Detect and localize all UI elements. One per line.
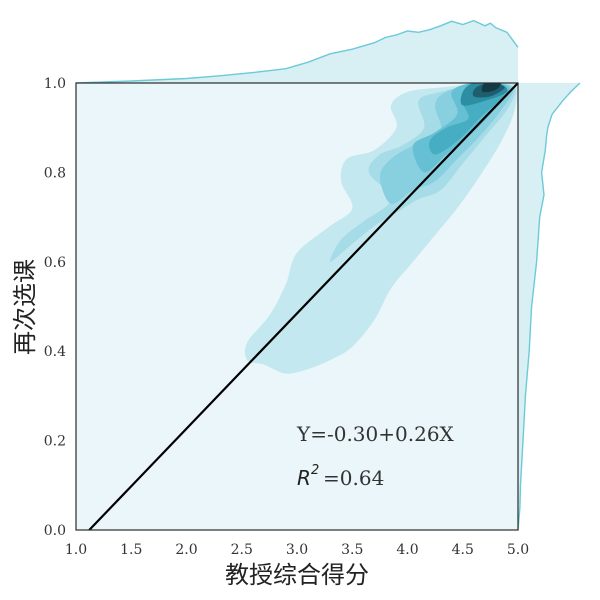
x-tick-labels: 1.0 1.5 2.0 2.5 3.0 3.5 4.0 4.5 5.0: [65, 542, 529, 558]
marginal-y-group: [517, 82, 581, 531]
r-squared-value: =0.64: [323, 466, 384, 490]
density-contour-level-5: [429, 83, 505, 155]
x-tick-label: 5.0: [507, 542, 529, 558]
y-tick-label: 0.4: [44, 344, 66, 360]
x-tick-label: 2.0: [175, 542, 197, 558]
regression-line: [88, 82, 519, 531]
marginal-x-curve: [75, 19, 519, 84]
x-tick-label: 2.5: [231, 542, 253, 558]
plot-frame: [75, 82, 519, 531]
y-tick-label: 0.6: [44, 255, 66, 271]
y-tick-label: 1.0: [44, 76, 66, 92]
y-tick-label: 0.0: [44, 523, 66, 539]
r-squared-symbol: R: [297, 466, 311, 490]
y-tick-label: 0.2: [44, 434, 66, 450]
y-axis-label: 再次选课: [11, 259, 39, 355]
x-tick-label: 1.0: [65, 542, 87, 558]
x-tick-label: 3.5: [341, 542, 363, 558]
marginal-y-fill: [518, 83, 580, 530]
x-tick-label: 3.0: [286, 542, 308, 558]
x-tick-label: 1.5: [120, 542, 142, 558]
r-squared-annotation: R 2 =0.64: [297, 463, 384, 490]
regression-equation: Y=-0.30+0.26X: [296, 422, 455, 446]
x-tick-label: 4.5: [452, 542, 474, 558]
y-tick-labels: 0.0 0.2 0.4 0.6 0.8 1.0: [44, 76, 66, 539]
density-contour-level-8: [481, 83, 501, 93]
marginal-y-curve: [517, 82, 581, 531]
marginal-x-fill: [76, 20, 518, 84]
marginal-x-group: [75, 19, 519, 84]
x-tick-label: 4.0: [396, 542, 418, 558]
x-axis-label: 教授综合得分: [225, 561, 369, 589]
y-tick-label: 0.8: [44, 165, 66, 181]
r-squared-power: 2: [311, 463, 319, 478]
